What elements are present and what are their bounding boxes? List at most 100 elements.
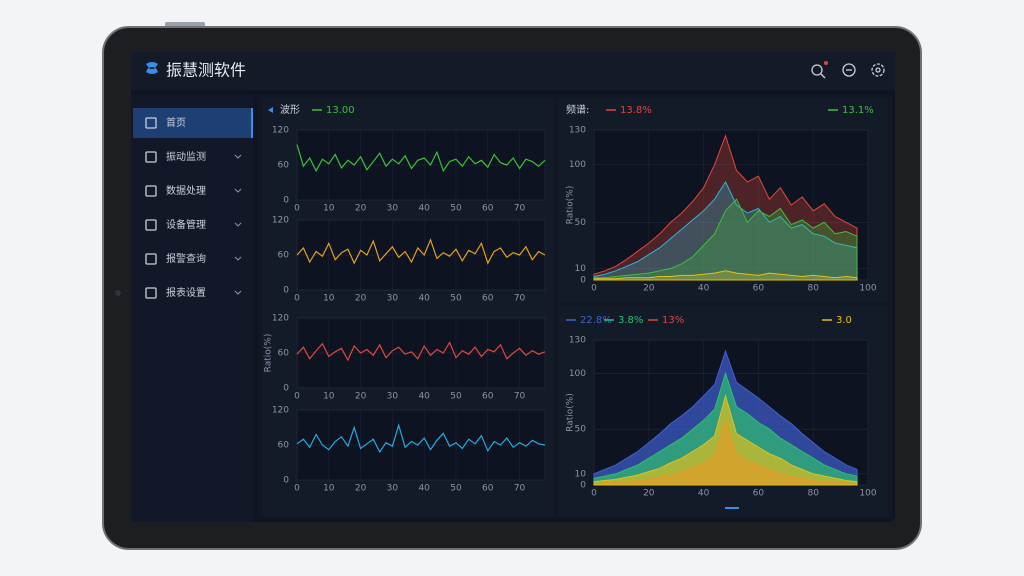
waveform-line: [296, 423, 546, 454]
nav-item[interactable]: 报表设置: [166, 286, 206, 299]
y-tick-label: 0: [283, 476, 289, 486]
spectrum-area: [593, 180, 858, 281]
nav-chevron: [234, 188, 242, 193]
y-axis-label: Ratio(%): [566, 186, 576, 225]
x-tick-label: 0: [591, 489, 597, 499]
spectrum-area: [593, 134, 858, 281]
nav-item[interactable]: 报警查询: [166, 252, 206, 265]
legend-label: 3.8%: [618, 315, 643, 326]
y-tick-label: 120: [272, 314, 289, 324]
nav-icon: [145, 151, 157, 163]
x-tick-label: 0: [294, 484, 300, 494]
x-tick-label: 60: [482, 392, 494, 402]
logo: [146, 62, 158, 74]
x-tick-label: 60: [482, 204, 494, 214]
nav-item[interactable]: 首页: [166, 116, 186, 129]
legend-label: 13.00: [326, 105, 355, 116]
x-tick-label: 100: [859, 489, 876, 499]
x-tick-label: 100: [859, 284, 876, 294]
y-tick-label: 10: [575, 469, 587, 479]
x-tick-label: 20: [355, 392, 367, 402]
nav-icon: [145, 117, 157, 129]
nav-chevron: [234, 154, 242, 159]
user-icon[interactable]: [842, 63, 856, 77]
y-tick-label: 120: [272, 126, 289, 136]
page-indicator: [725, 507, 739, 509]
y-tick-label: 0: [580, 481, 586, 491]
nav-item[interactable]: 振动监测: [166, 150, 206, 163]
x-tick-label: 60: [753, 284, 765, 294]
y-tick-label: 100: [569, 369, 586, 379]
y-tick-label: 120: [272, 406, 289, 416]
notification-dot: [824, 61, 828, 65]
settings-icon[interactable]: [871, 63, 885, 77]
x-tick-label: 60: [482, 294, 494, 304]
search-icon[interactable]: [811, 64, 826, 79]
tablet-button: [165, 22, 205, 27]
y-tick-label: 0: [283, 196, 289, 206]
panel-title: 频谱:: [566, 103, 589, 116]
x-tick-label: 60: [753, 489, 765, 499]
x-tick-label: 60: [482, 484, 494, 494]
legend-label: 3.0: [836, 315, 852, 326]
camera: [115, 290, 121, 296]
x-tick-label: 80: [807, 489, 819, 499]
x-tick-label: 0: [294, 294, 300, 304]
y-axis-label: Ratio(%): [264, 334, 274, 373]
nav-item[interactable]: 设备管理: [166, 218, 206, 231]
waveform-line: [296, 341, 546, 362]
spectrum-area: [593, 198, 858, 281]
panel-title: 波形: [280, 103, 300, 116]
x-tick-label: 50: [450, 204, 462, 214]
x-tick-label: 40: [698, 489, 710, 499]
app-title: 振慧测软件: [166, 61, 246, 80]
y-tick-label: 50: [575, 218, 587, 228]
y-tick-label: 60: [278, 349, 290, 359]
nav-icon: [145, 185, 157, 197]
x-tick-label: 10: [323, 392, 335, 402]
y-tick-label: 130: [569, 336, 586, 346]
x-tick-label: 10: [323, 204, 335, 214]
y-tick-label: 0: [283, 384, 289, 394]
x-tick-label: 70: [514, 392, 526, 402]
x-tick-label: 70: [514, 294, 526, 304]
spectrum-area: [593, 270, 858, 281]
nav-icon: [145, 287, 157, 299]
collapse-arrow[interactable]: [268, 107, 273, 113]
x-tick-label: 0: [591, 284, 597, 294]
y-tick-label: 60: [278, 161, 290, 171]
y-tick-label: 0: [283, 286, 289, 296]
y-axis-label: Ratio(%): [566, 393, 576, 432]
x-tick-label: 20: [355, 294, 367, 304]
legend-label: 13.8%: [620, 105, 652, 116]
x-tick-label: 20: [643, 489, 655, 499]
x-tick-label: 20: [643, 284, 655, 294]
legend-label: 22.8%: [580, 315, 612, 326]
y-tick-label: 60: [278, 441, 290, 451]
top-bar: [131, 52, 895, 90]
nav-icon: [145, 219, 157, 231]
nav-chevron: [234, 290, 242, 295]
y-tick-label: 0: [580, 276, 586, 286]
y-tick-label: 60: [278, 251, 290, 261]
x-tick-label: 50: [450, 484, 462, 494]
nav-active-bar: [251, 108, 253, 138]
nav-chevron: [234, 256, 242, 261]
x-tick-label: 70: [514, 484, 526, 494]
sidebar: [131, 95, 253, 522]
x-tick-label: 50: [450, 392, 462, 402]
y-tick-label: 50: [575, 425, 587, 435]
nav-item[interactable]: 数据处理: [166, 184, 206, 197]
x-tick-label: 40: [418, 204, 430, 214]
x-tick-label: 30: [387, 204, 399, 214]
x-tick-label: 30: [387, 392, 399, 402]
x-tick-label: 20: [355, 484, 367, 494]
x-tick-label: 30: [387, 484, 399, 494]
waveform-line: [296, 144, 546, 173]
y-tick-label: 10: [575, 264, 587, 274]
x-tick-label: 40: [698, 284, 710, 294]
y-tick-label: 130: [569, 126, 586, 136]
y-tick-label: 100: [569, 160, 586, 170]
legend-label: 13.1%: [842, 105, 874, 116]
x-tick-label: 20: [355, 204, 367, 214]
